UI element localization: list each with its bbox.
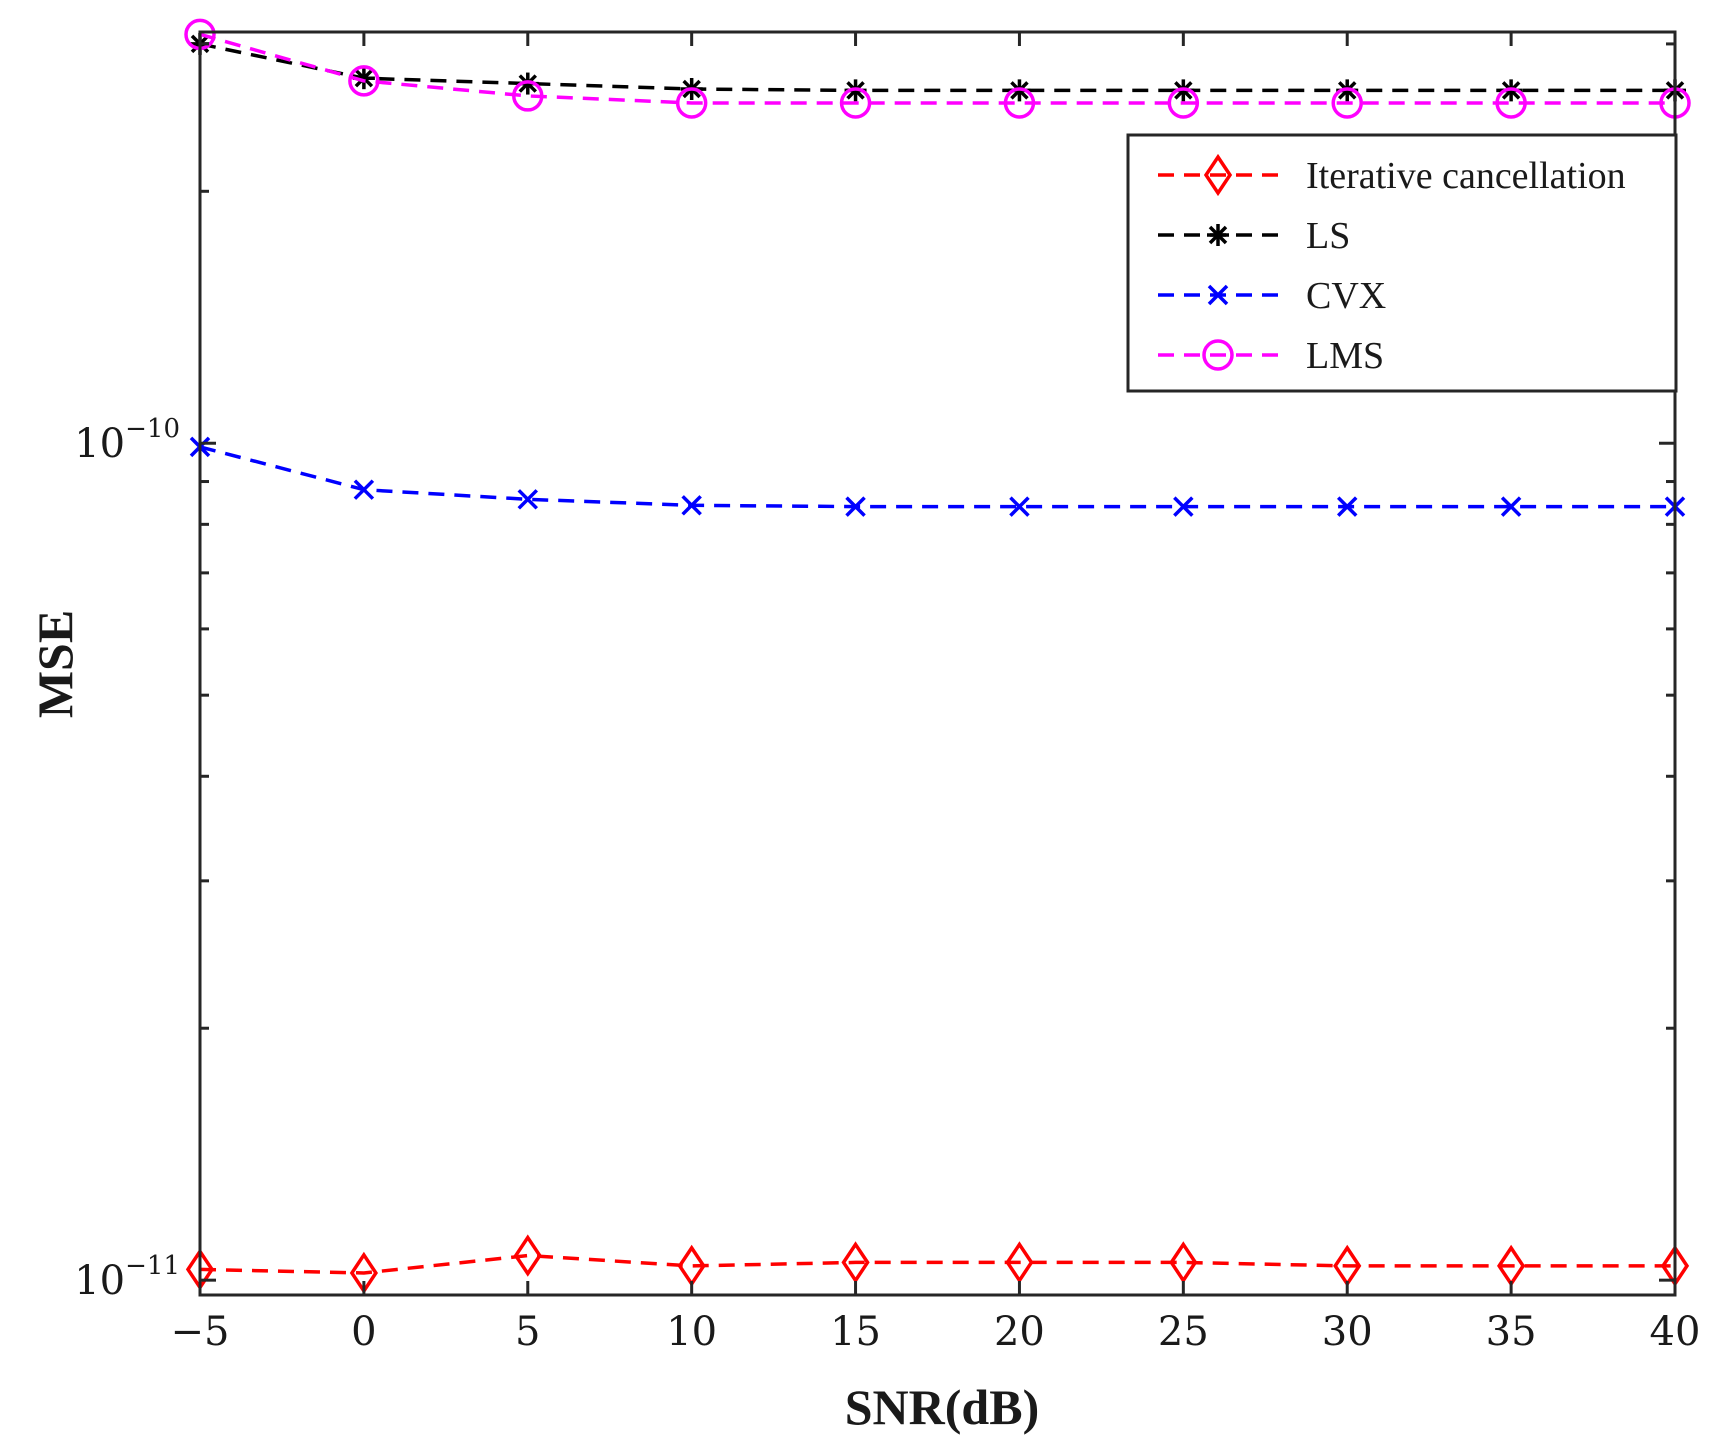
- series-1-point-1-stroke-d: [354, 68, 374, 88]
- y-axis-title: MSE: [27, 610, 83, 718]
- legend-swatch-marker-0: [1203, 153, 1233, 197]
- series-3-point-3: [675, 87, 708, 119]
- x-tick-label-0: −5: [171, 1309, 230, 1355]
- legend-swatch-marker-1-stroke-d: [1208, 225, 1228, 245]
- legend-swatch-marker-2-stroke-b: [1207, 284, 1229, 306]
- y-tick-label-0: 10−11: [74, 1251, 180, 1304]
- series-3-point-1: [348, 65, 380, 97]
- series-2-point-2: [517, 489, 539, 510]
- legend-swatch-marker-1: [1207, 224, 1229, 246]
- x-axis-title: SNR(dB): [845, 1379, 1039, 1435]
- series-3-point-2: [512, 80, 544, 112]
- legend-swatch-marker-3: [1202, 339, 1234, 371]
- series-3-point-5: [1003, 87, 1036, 119]
- series-2-point-8-stroke-b: [1500, 496, 1522, 517]
- legend-item-1: LS: [1158, 215, 1350, 257]
- legend-label-3: LMS: [1306, 335, 1384, 377]
- series-2-point-2-stroke-b: [517, 489, 539, 510]
- series-0-point-5: [1005, 1241, 1034, 1284]
- legend-item-2: CVX: [1158, 275, 1386, 317]
- x-tick-label-4: 15: [830, 1309, 881, 1355]
- x-tick-label-5: 20: [994, 1309, 1045, 1355]
- series-0-point-6: [1169, 1241, 1198, 1284]
- series-2-line: [199, 445, 1675, 509]
- x-tick-label-6: 25: [1158, 1309, 1209, 1355]
- x-tick-label-9: 40: [1650, 1309, 1701, 1355]
- series-2-point-3-stroke-b: [681, 495, 702, 516]
- series-2-point-8: [1500, 496, 1522, 517]
- legend-item-0: Iterative cancellation: [1158, 153, 1626, 197]
- series-2-point-5: [1009, 496, 1030, 517]
- series-0-point-2: [513, 1234, 542, 1277]
- series-3-point-8: [1495, 87, 1527, 119]
- x-tick-labels: −5 0 5 10 15 20 25 30 35 40: [171, 1309, 1701, 1355]
- series-3-line: [199, 32, 1675, 105]
- series-2-point-4-stroke-b: [845, 496, 866, 517]
- y-tick-label-base-0: 10: [74, 1258, 125, 1304]
- legend-label-0: Iterative cancellation: [1306, 155, 1626, 197]
- series-2-point-5-stroke-b: [1009, 496, 1030, 517]
- series-2-point-4: [845, 496, 866, 517]
- x-tick-label-2: 5: [515, 1309, 540, 1355]
- series-3-point-7: [1331, 87, 1363, 119]
- series-2-point-3: [681, 495, 702, 516]
- x-tick-label-3: 10: [666, 1309, 717, 1355]
- y-tick-label-base-1: 10: [74, 421, 125, 467]
- series-1-point-1: [352, 67, 375, 90]
- series-1-line: [199, 42, 1675, 93]
- series-2-point-7-stroke-b: [1336, 496, 1358, 517]
- series-3-point-6: [1167, 87, 1200, 119]
- series-0-point-4: [841, 1241, 870, 1284]
- legend-swatch-marker-2: [1207, 284, 1229, 306]
- series-0-line: [199, 1253, 1675, 1275]
- series-3-point-4: [839, 87, 872, 119]
- plot-frame: [198, 30, 1677, 1297]
- series-2-point-7: [1336, 496, 1358, 517]
- legend-item-3: LMS: [1158, 335, 1384, 377]
- series-2-point-6: [1173, 496, 1194, 517]
- x-tick-label-7: 30: [1322, 1309, 1373, 1355]
- legend: Iterative cancellation LS CVX LMS: [1126, 133, 1678, 393]
- series-2-point-1-stroke-b: [353, 479, 375, 500]
- y-tick-label-exponent-0: −11: [125, 1251, 180, 1281]
- x-tick-label-8: 35: [1486, 1309, 1537, 1355]
- y-tick-label-exponent-1: −10: [125, 414, 180, 444]
- y-tick-label-1: 10−10: [74, 414, 180, 467]
- series-2-point-6-stroke-b: [1173, 496, 1194, 517]
- legend-label-2: CVX: [1306, 275, 1386, 317]
- series-2-point-1: [353, 479, 375, 500]
- legend-label-1: LS: [1306, 215, 1350, 257]
- legend-box: [1126, 133, 1678, 393]
- x-tick-label-1: 0: [351, 1309, 376, 1355]
